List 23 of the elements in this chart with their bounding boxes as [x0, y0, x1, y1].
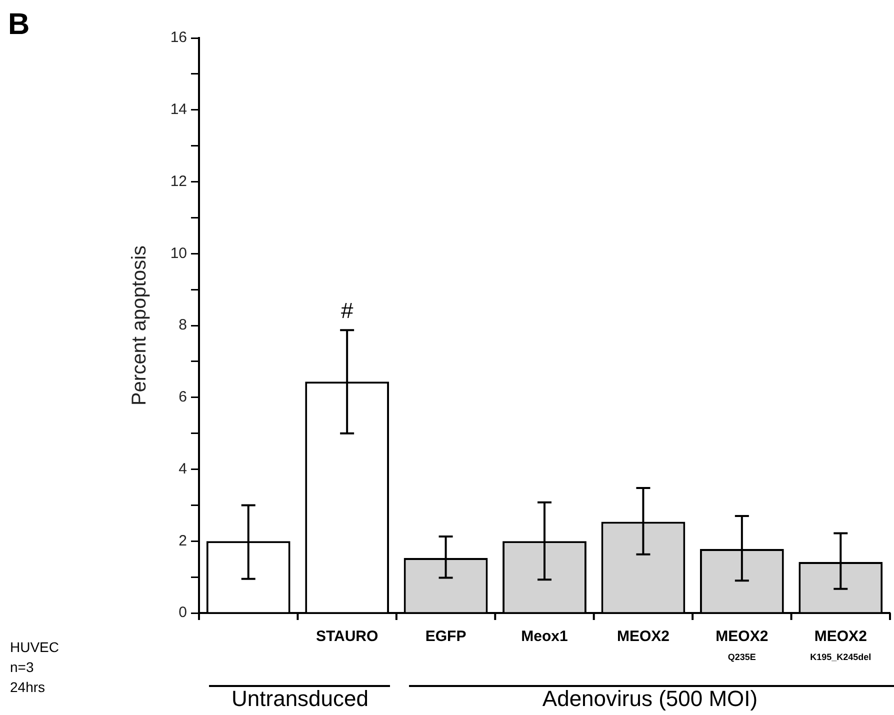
y-tick-label: 12	[170, 172, 187, 190]
x-tick-label: MEOX2	[616, 628, 670, 645]
y-tick-label: 2	[178, 532, 187, 550]
y-tick-label: 8	[178, 316, 187, 334]
y-tick-label: 14	[170, 101, 187, 118]
text: n=3	[10, 659, 34, 675]
text: HUVEC	[10, 639, 60, 655]
chart-title: B	[8, 8, 30, 41]
x-tick-label: MEOX2 Q235E	[716, 628, 768, 662]
x-tick-label: STAURO	[316, 628, 379, 645]
x-tick-label: MEOX2 K195_K245del	[810, 628, 872, 662]
text: Untransduced	[232, 686, 368, 711]
x-tick-label: Meox1	[521, 628, 568, 645]
y-tick-label: 0	[178, 604, 187, 622]
y-tick-label: 16	[170, 29, 187, 46]
y-axis-title: Percent apoptosis	[128, 245, 151, 406]
text: Adenovirus (500 MOI)	[542, 686, 758, 711]
y-tick-label: 4	[178, 460, 187, 478]
y-tick-label: 6	[178, 388, 187, 406]
annotation: #	[340, 298, 354, 324]
text: 24hrs	[10, 679, 46, 695]
y-tick-label: 10	[170, 244, 187, 262]
x-tick-label: EGFP	[425, 628, 466, 645]
